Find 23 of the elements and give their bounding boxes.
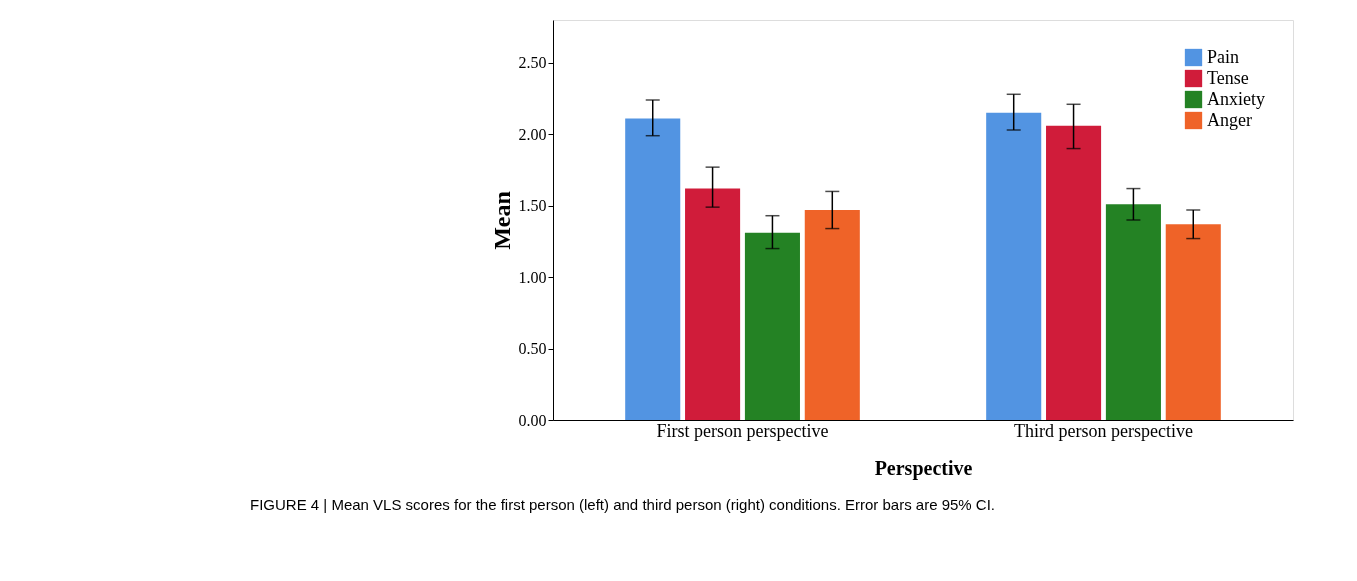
y-tick-label: 1.50 — [518, 197, 547, 215]
bar — [986, 112, 1042, 420]
y-axis-title: Mean — [488, 191, 515, 250]
bar — [1105, 204, 1161, 420]
y-tick-label: 0.50 — [518, 340, 547, 358]
y-tick-label: 1.00 — [518, 268, 547, 286]
y-tick-label: 0.00 — [518, 411, 547, 429]
legend-label: Tense — [1207, 67, 1249, 88]
y-tick-label: 2.00 — [518, 125, 547, 143]
bar — [625, 118, 681, 420]
legend-label: Anxiety — [1207, 88, 1265, 109]
bar — [1165, 224, 1221, 420]
x-axis-title: Perspective — [874, 456, 973, 480]
y-tick-label: 2.50 — [518, 54, 547, 72]
caption: FIGURE 4 | Mean VLS scores for the first person (left) and third person (right) conditions. Error bars are 95% CI. — [250, 496, 996, 513]
x-tick-label: Third person perspective — [1014, 420, 1193, 441]
legend-label: Pain — [1207, 46, 1240, 67]
bar — [1046, 125, 1102, 420]
bar — [685, 188, 741, 420]
legend-label: Anger — [1207, 109, 1252, 130]
x-tick-label: First person perspective — [656, 420, 829, 441]
bar — [804, 210, 860, 420]
bar — [744, 232, 800, 420]
